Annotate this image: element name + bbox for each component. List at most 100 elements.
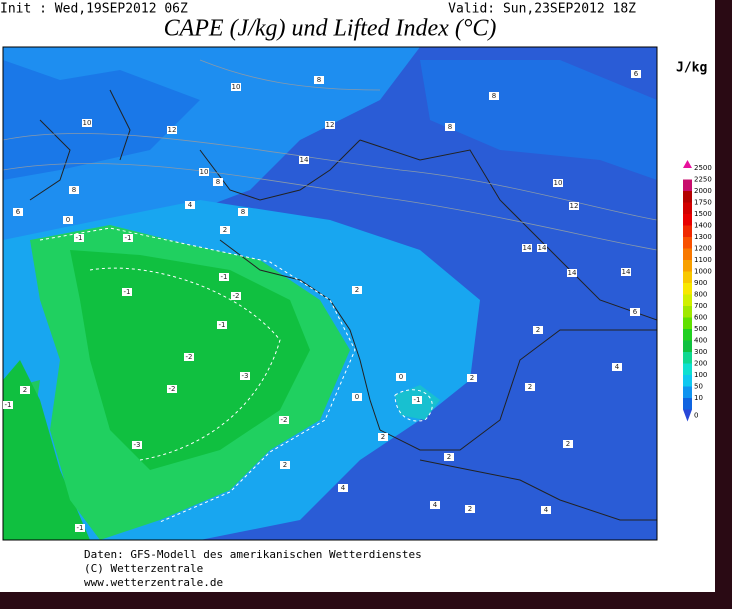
contour-label-box xyxy=(240,372,250,380)
contour-label-box xyxy=(541,506,551,514)
colorbar-swatch xyxy=(683,260,692,272)
contour-label: 2 xyxy=(470,374,474,382)
contour-label: 10 xyxy=(232,83,241,91)
colorbar-label: 300 xyxy=(694,348,707,356)
contour-label-box xyxy=(219,273,229,281)
footer-line: Daten: GFS-Modell des amerikanischen Wet… xyxy=(84,548,422,561)
contour-label-box xyxy=(69,186,79,194)
contour-label-box xyxy=(630,308,640,316)
contour-label: -3 xyxy=(242,372,249,380)
contour-label: 8 xyxy=(216,178,220,186)
colorbar-label: 10 xyxy=(694,394,703,402)
contour-label-box xyxy=(444,453,454,461)
contour-label-box xyxy=(63,216,73,224)
colorbar-swatch xyxy=(683,191,692,203)
contour-label-box xyxy=(132,441,142,449)
colorbar-swatch xyxy=(683,202,692,214)
contour-label-box xyxy=(325,121,335,129)
init-time: Init : Wed,19SEP2012 06Z xyxy=(0,2,188,17)
contour-label: 14 xyxy=(568,269,577,277)
valid-time: Valid: Sun,23SEP2012 18Z xyxy=(448,2,636,17)
contour-label-box xyxy=(537,244,547,252)
contour-label: -1 xyxy=(414,396,421,404)
contour-label: 4 xyxy=(188,201,193,209)
contour-label: 14 xyxy=(300,156,309,164)
contour-label: 10 xyxy=(554,179,563,187)
map-title: CAPE (J/kg) und Lifted Index (°C) xyxy=(164,16,497,42)
contour-label: 2 xyxy=(283,461,287,469)
contour-label-box xyxy=(396,373,406,381)
contour-label-box xyxy=(567,269,577,277)
contour-label-box xyxy=(199,168,209,176)
contour-label: 0 xyxy=(399,373,403,381)
colorbar-label: 100 xyxy=(694,371,707,379)
colorbar-label: 1400 xyxy=(694,222,712,230)
contour-label: 6 xyxy=(634,70,639,78)
colorbar-swatch xyxy=(683,237,692,249)
colorbar-swatch xyxy=(683,340,692,352)
contour-label-box xyxy=(338,484,348,492)
colorbar-swatch xyxy=(683,248,692,260)
contour-label: -1 xyxy=(221,273,228,281)
colorbar-label: 800 xyxy=(694,291,707,299)
contour-label: 2 xyxy=(223,226,227,234)
colorbar-swatch xyxy=(683,329,692,341)
contour-label: 4 xyxy=(544,506,549,514)
contour-label: 12 xyxy=(570,202,579,210)
colorbar-swatch xyxy=(683,363,692,375)
contour-label-box xyxy=(167,126,177,134)
colorbar-label: 2500 xyxy=(694,164,712,172)
map: 10 8 12 10 12 8 8 6 14 10 8 8 4 6 0 -1 -1 2 8 10 12 14 14 14 14 -… xyxy=(2,46,658,541)
frame-right xyxy=(715,0,732,609)
contour-label-box xyxy=(465,505,475,513)
contour-label-box xyxy=(231,292,241,300)
colorbar-swatch xyxy=(683,294,692,306)
contour-label: 10 xyxy=(200,168,209,176)
contour-label-box xyxy=(167,385,177,393)
contour-label: 14 xyxy=(622,268,631,276)
colorbar-swatch xyxy=(683,398,692,410)
contour-label: -2 xyxy=(169,385,176,393)
contour-label: 14 xyxy=(538,244,547,252)
contour-label: 4 xyxy=(433,501,438,509)
contour-label: 2 xyxy=(447,453,451,461)
contour-label: 2 xyxy=(381,433,385,441)
contour-label: -2 xyxy=(186,353,193,361)
colorbar-cap xyxy=(683,409,692,422)
contour-label-box xyxy=(621,268,631,276)
colorbar-label: 1500 xyxy=(694,210,712,218)
colorbar-label: 1100 xyxy=(694,256,712,264)
contour-label-box xyxy=(467,374,477,382)
colorbar-label: 600 xyxy=(694,314,707,322)
contour-label-box xyxy=(489,92,499,100)
colorbar-swatch xyxy=(683,386,692,398)
contour-label: 8 xyxy=(241,208,245,216)
contour-label-box xyxy=(279,416,289,424)
contour-label-box xyxy=(217,321,227,329)
contour-label-box xyxy=(122,288,132,296)
contour-label: 14 xyxy=(523,244,532,252)
contour-label-box xyxy=(525,383,535,391)
colorbar-cap xyxy=(683,160,692,168)
contour-label: 8 xyxy=(492,92,496,100)
colorbar-label: 1000 xyxy=(694,268,712,276)
contour-label: -1 xyxy=(76,234,83,242)
footer-line: www.wetterzentrale.de xyxy=(84,576,223,589)
colorbar-label: 1200 xyxy=(694,245,712,253)
contour-label: 6 xyxy=(633,308,638,316)
contour-label: -2 xyxy=(233,292,240,300)
contour-label-box xyxy=(412,396,422,404)
contour-label-box xyxy=(522,244,532,252)
colorbar-swatch xyxy=(683,214,692,226)
contour-label-box xyxy=(569,202,579,210)
contour-label-box xyxy=(352,286,362,294)
contour-label: 4 xyxy=(341,484,346,492)
contour-label: -1 xyxy=(124,288,131,296)
footer: Daten: GFS-Modell des amerikanischen Wet… xyxy=(84,548,422,589)
contour-label-box xyxy=(378,433,388,441)
colorbar-label: 1300 xyxy=(694,233,712,241)
contour-label-box xyxy=(185,201,195,209)
colorbar-label: 400 xyxy=(694,337,707,345)
contour-label-box xyxy=(75,524,85,532)
contour-label-box xyxy=(74,234,84,242)
